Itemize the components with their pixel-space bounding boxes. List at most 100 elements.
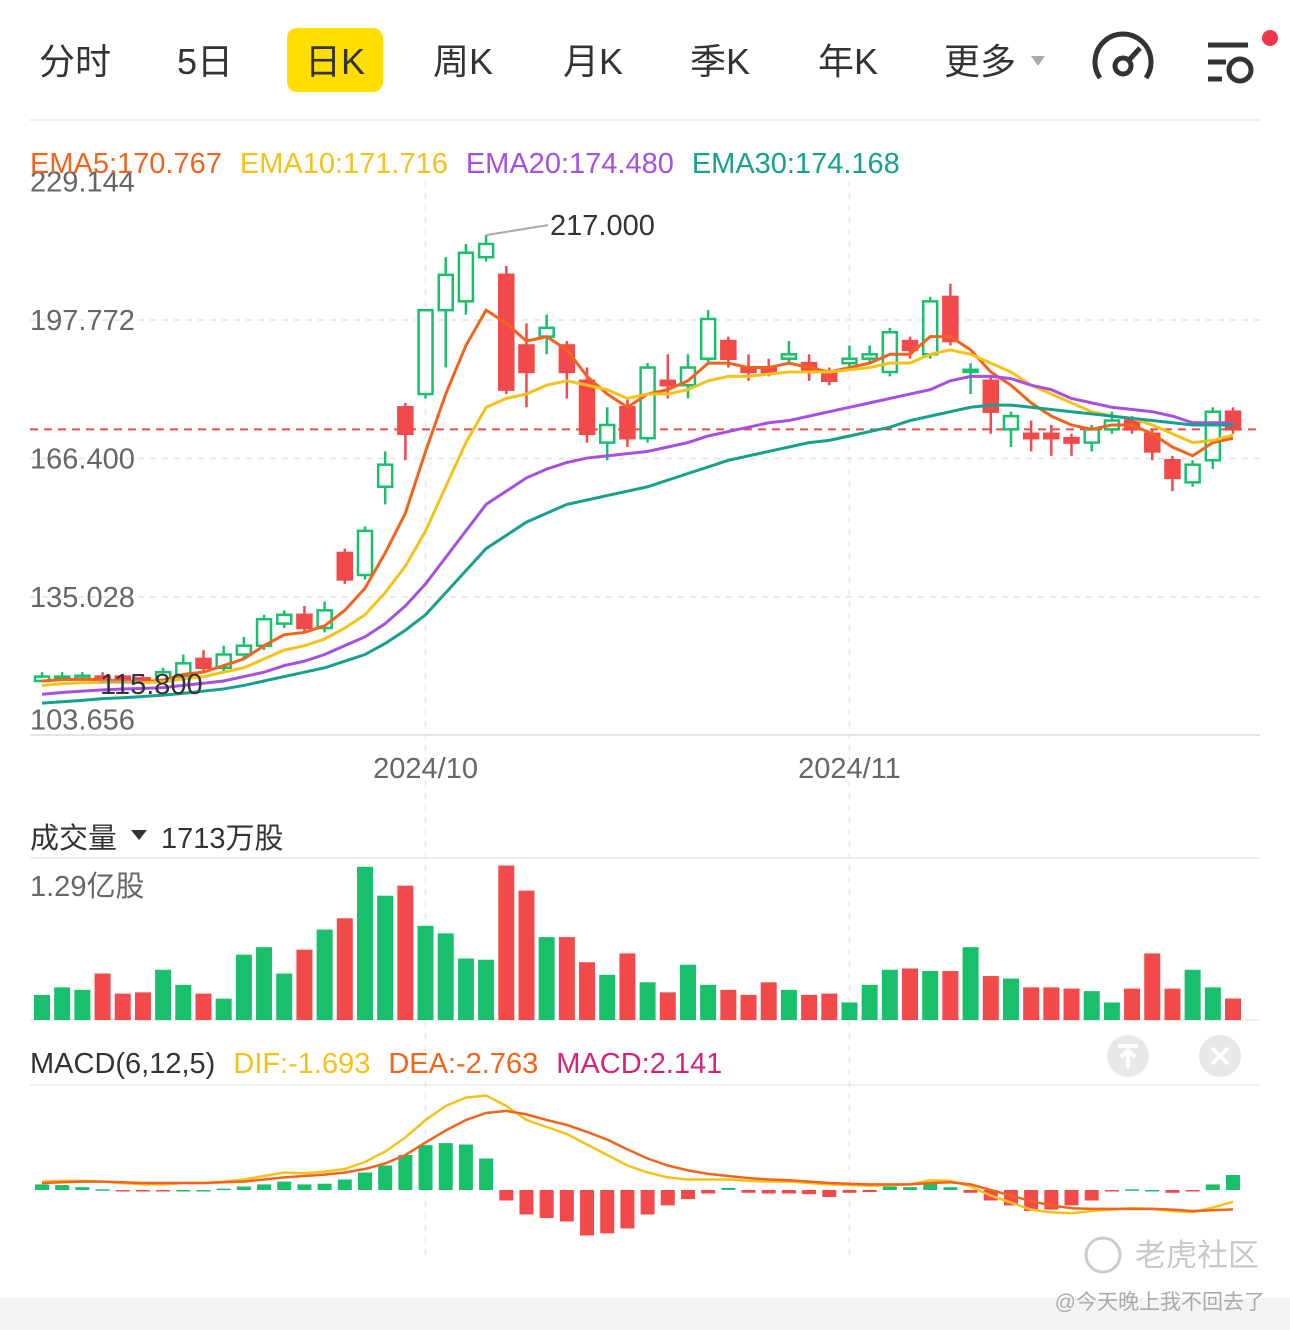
candle-body xyxy=(720,339,737,360)
more-arrow xyxy=(1031,56,1045,66)
volume-bar xyxy=(659,992,676,1020)
volume-current: 1713万股 xyxy=(161,823,284,855)
macd-bar xyxy=(438,1143,453,1190)
volume-bar xyxy=(579,962,596,1020)
notification-dot xyxy=(1262,30,1278,46)
macd-bar xyxy=(620,1190,635,1229)
volume-bar xyxy=(316,929,333,1020)
legend-item: MACD:2.141 xyxy=(556,1048,722,1080)
macd-bar xyxy=(95,1189,110,1191)
macd-bar xyxy=(1104,1190,1119,1192)
volume-bar xyxy=(599,974,616,1020)
candle-body xyxy=(195,657,212,670)
macd-title: MACD(6,12,5) xyxy=(30,1048,215,1080)
volume-bar xyxy=(679,964,696,1020)
candle-body xyxy=(598,423,616,444)
tab[interactable]: 周K xyxy=(433,41,493,82)
y-tick-label: 166.400 xyxy=(30,444,135,476)
volume-bar xyxy=(558,937,575,1020)
legend-item: EMA30:174.168 xyxy=(692,148,900,180)
macd-bar xyxy=(337,1179,352,1190)
volume-bar xyxy=(498,865,515,1020)
macd-bar xyxy=(1226,1175,1240,1190)
tab[interactable]: 季K xyxy=(690,41,750,82)
macd-bar xyxy=(1064,1190,1079,1206)
watermark-logo xyxy=(1084,1236,1122,1274)
macd-bar xyxy=(701,1190,716,1194)
y-tick-label: 197.772 xyxy=(30,305,135,337)
macd-bar xyxy=(781,1190,796,1194)
candle-body xyxy=(780,353,798,360)
volume-bar xyxy=(1002,978,1019,1020)
macd-bar xyxy=(660,1190,675,1206)
volume-bar xyxy=(336,918,353,1020)
volume-bar xyxy=(902,968,919,1020)
macd-bar xyxy=(923,1183,938,1190)
tab[interactable]: 分时 xyxy=(39,41,111,82)
volume-bar xyxy=(639,982,656,1020)
tab[interactable]: 月K xyxy=(563,41,623,82)
y-tick-label: 1.29亿股 xyxy=(30,870,144,903)
volume-bar xyxy=(155,969,172,1020)
candle-body xyxy=(477,242,495,259)
macd-line xyxy=(41,1094,1234,1215)
macd-bar xyxy=(156,1190,171,1192)
volume-bar xyxy=(356,866,373,1020)
macd-bar xyxy=(135,1190,150,1192)
y-tick-label: 103.656 xyxy=(30,705,135,737)
volume-bar xyxy=(1204,987,1221,1020)
macd-bar xyxy=(1205,1184,1220,1190)
footer-band xyxy=(0,1298,1290,1330)
volume-bar xyxy=(1144,953,1161,1020)
candle-body xyxy=(699,317,717,360)
candle-body xyxy=(1022,432,1040,440)
candle-body xyxy=(1002,414,1020,431)
candle-body xyxy=(619,406,636,440)
volume-bar xyxy=(1103,1002,1120,1020)
volume-bar xyxy=(821,993,838,1020)
tab[interactable]: 更多 xyxy=(944,41,1016,82)
volume-bar xyxy=(215,998,232,1020)
macd-bar xyxy=(559,1190,574,1222)
volume-bar xyxy=(397,885,414,1020)
volume-bar xyxy=(861,984,878,1020)
candle-body xyxy=(861,353,878,360)
volume-dropdown[interactable] xyxy=(131,830,148,840)
macd-bar xyxy=(741,1190,756,1193)
volume-bar xyxy=(881,969,898,1020)
volume-bar xyxy=(538,937,555,1020)
macd-bar xyxy=(35,1184,49,1190)
macd-bar xyxy=(236,1186,251,1190)
macd-bar xyxy=(842,1190,857,1193)
volume-bar xyxy=(276,973,293,1020)
macd-bar xyxy=(822,1190,837,1197)
macd-bar xyxy=(943,1187,958,1190)
ema-line xyxy=(41,403,1233,705)
candle-body xyxy=(1043,432,1060,440)
tab[interactable]: 5日 xyxy=(177,41,233,82)
volume-bar xyxy=(256,947,273,1020)
macd-bar xyxy=(1084,1190,1099,1201)
candle-body xyxy=(1164,459,1181,480)
tab[interactable]: 日K xyxy=(305,41,365,82)
candle-body xyxy=(1063,436,1080,444)
macd-bar xyxy=(55,1185,70,1190)
macd-bar xyxy=(216,1188,231,1191)
speed-icon[interactable] xyxy=(1092,31,1154,80)
volume-bar xyxy=(780,989,797,1020)
macd-bar xyxy=(398,1155,413,1190)
volume-bar xyxy=(518,890,535,1020)
candle-body xyxy=(639,366,656,440)
tab[interactable]: 年K xyxy=(818,41,878,82)
macd-bar xyxy=(1145,1190,1160,1192)
macd-bar xyxy=(539,1190,554,1218)
candle-body xyxy=(518,344,535,374)
settings-icon[interactable] xyxy=(1208,42,1254,84)
volume-bar xyxy=(942,971,959,1020)
macd-bar xyxy=(903,1187,918,1190)
x-tick-label: 2024/10 xyxy=(373,753,478,785)
candle-body xyxy=(457,251,475,303)
volume-bar xyxy=(235,954,252,1020)
candle-body xyxy=(296,613,313,630)
legend-item: EMA10:171.716 xyxy=(240,148,448,180)
